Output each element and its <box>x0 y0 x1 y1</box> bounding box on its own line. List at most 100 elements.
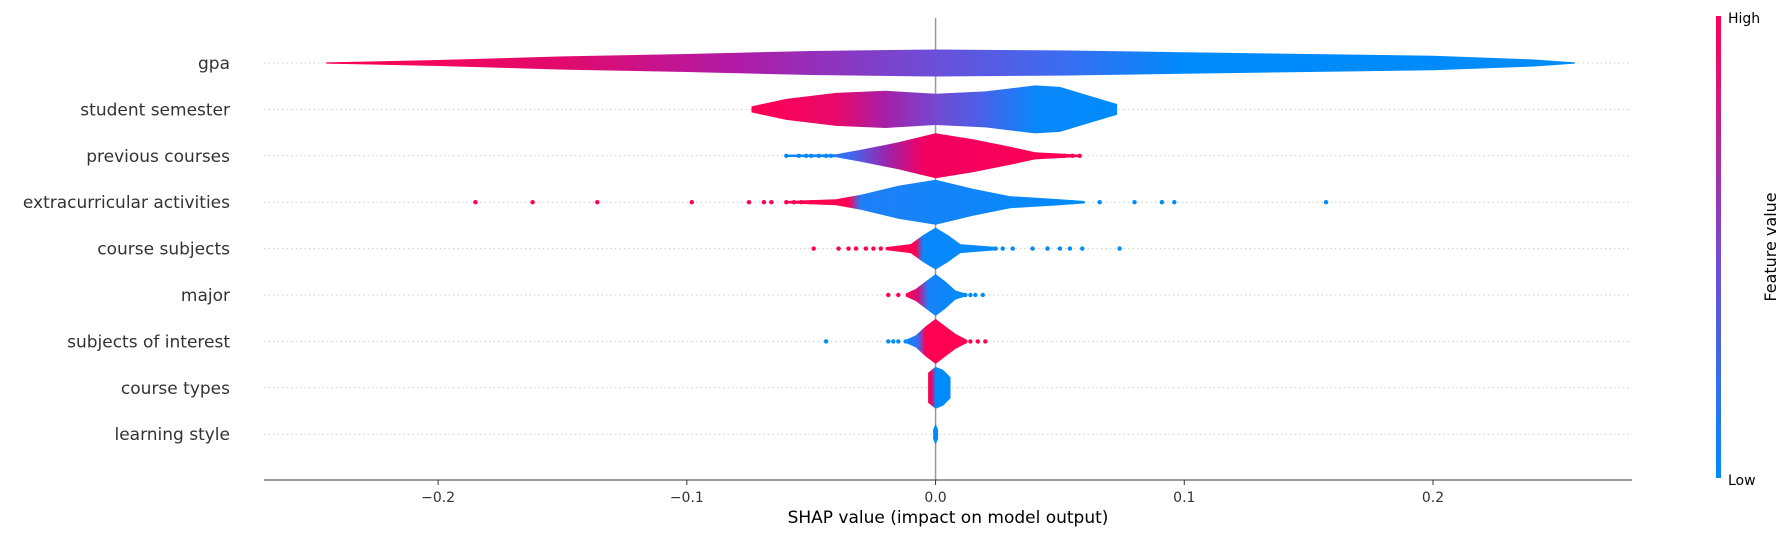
dot-subjects-of-interest-7 <box>975 339 980 344</box>
dot-extracurricular-activities-2 <box>595 200 600 205</box>
violin-gpa <box>326 49 1575 77</box>
dot-previous-courses-14 <box>1077 153 1083 158</box>
feature-label-extracurricular-activities: extracurricular activities <box>23 193 230 213</box>
dot-course-subjects-8 <box>985 246 990 251</box>
colorbar-title: Feature value <box>1761 192 1780 301</box>
dot-extracurricular-activities-22 <box>1172 200 1177 205</box>
x-tick-label-3: 0.1 <box>1173 490 1195 506</box>
x-tick-label-1: −0.1 <box>670 490 704 506</box>
dot-subjects-of-interest-0 <box>823 339 829 344</box>
dot-previous-courses-12 <box>1062 153 1068 158</box>
dot-previous-courses-0 <box>784 153 789 158</box>
dot-course-subjects-16 <box>1080 246 1085 251</box>
dot-subjects-of-interest-2 <box>891 339 896 344</box>
dot-extracurricular-activities-19 <box>1097 200 1102 205</box>
x-tick-label-2: 0.0 <box>924 490 946 506</box>
colorbar-low-label: Low <box>1728 473 1756 489</box>
violin-previous-courses <box>786 133 1080 179</box>
dot-extracurricular-activities-18 <box>1070 200 1075 205</box>
feature-label-course-subjects: course subjects <box>97 240 230 260</box>
dot-subjects-of-interest-6 <box>968 339 973 344</box>
dot-course-subjects-2 <box>846 246 851 251</box>
dot-extracurricular-activities-21 <box>1159 200 1165 205</box>
dot-course-subjects-9 <box>993 246 998 251</box>
dot-extracurricular-activities-3 <box>689 200 694 205</box>
dot-extracurricular-activities-6 <box>769 200 774 205</box>
feature-labels: gpa student semester previous courses extra… <box>23 54 230 445</box>
dot-course-subjects-7 <box>978 246 983 251</box>
dot-course-subjects-1 <box>836 246 841 251</box>
dot-course-subjects-6 <box>878 246 883 251</box>
dot-subjects-of-interest-5 <box>963 339 968 344</box>
violin-course-types <box>928 366 951 409</box>
x-tick-label-4: 0.2 <box>1422 490 1444 506</box>
dot-major-4 <box>973 292 978 298</box>
dot-previous-courses-6 <box>828 153 834 158</box>
dot-extracurricular-activities-1 <box>530 200 535 205</box>
dot-major-5 <box>980 292 985 298</box>
dot-extracurricular-activities-12 <box>826 200 831 205</box>
violin-student-semester <box>751 85 1118 134</box>
violin-learning-style <box>933 423 939 445</box>
dot-extracurricular-activities-11 <box>816 200 821 205</box>
dot-course-subjects-0 <box>811 246 816 251</box>
dot-extracurricular-activities-9 <box>799 200 804 205</box>
colorbar: High Low Feature value <box>1716 11 1780 489</box>
violin-extracurricular-activities <box>786 179 1085 225</box>
dot-extracurricular-activities-15 <box>1032 200 1038 205</box>
dot-subjects-of-interest-3 <box>896 339 901 344</box>
feature-label-major: major <box>181 286 230 306</box>
dot-previous-courses-7 <box>1027 153 1033 158</box>
feature-label-gpa: gpa <box>198 54 230 74</box>
dot-previous-courses-3 <box>809 153 814 158</box>
dot-course-subjects-12 <box>1030 246 1035 251</box>
feature-label-course-types: course types <box>121 379 230 399</box>
dot-subjects-of-interest-8 <box>983 339 988 344</box>
x-axis-label: SHAP value (impact on model output) <box>788 508 1109 528</box>
dot-extracurricular-activities-8 <box>791 200 796 205</box>
dot-course-subjects-3 <box>853 246 859 251</box>
dot-extracurricular-activities-7 <box>784 200 789 205</box>
dot-course-subjects-13 <box>1045 246 1050 251</box>
dot-previous-courses-2 <box>804 153 809 158</box>
violin-course-subjects <box>885 227 998 270</box>
dot-previous-courses-9 <box>1042 153 1048 158</box>
dot-course-subjects-14 <box>1057 246 1063 251</box>
violin-major <box>905 274 966 316</box>
x-tick-label-0: −0.2 <box>421 490 455 506</box>
dot-course-subjects-5 <box>871 246 876 251</box>
dot-previous-courses-5 <box>823 153 829 158</box>
dot-course-subjects-17 <box>1117 246 1122 251</box>
dot-extracurricular-activities-4 <box>746 200 752 205</box>
colorbar-high-label: High <box>1728 11 1760 27</box>
dot-previous-courses-4 <box>816 153 821 158</box>
dot-major-1 <box>896 292 901 298</box>
dot-extracurricular-activities-13 <box>1008 200 1013 205</box>
violins <box>326 49 1575 445</box>
feature-label-student-semester: student semester <box>80 100 230 120</box>
dot-extracurricular-activities-17 <box>1057 200 1063 205</box>
dot-major-3 <box>968 292 973 298</box>
dot-previous-courses-10 <box>1047 153 1053 158</box>
dot-extracurricular-activities-23 <box>1323 200 1329 205</box>
dot-major-0 <box>886 292 891 298</box>
outlier-dots <box>473 153 1329 344</box>
dot-extracurricular-activities-14 <box>1020 200 1025 205</box>
dot-major-2 <box>963 292 968 298</box>
dot-course-subjects-4 <box>863 246 869 251</box>
dot-extracurricular-activities-20 <box>1132 200 1137 205</box>
dot-extracurricular-activities-16 <box>1045 200 1050 205</box>
feature-label-previous-courses: previous courses <box>86 147 230 167</box>
feature-label-learning-style: learning style <box>114 425 230 445</box>
dot-subjects-of-interest-1 <box>886 339 891 344</box>
dot-previous-courses-13 <box>1070 153 1075 158</box>
dot-course-subjects-10 <box>1000 246 1005 251</box>
dot-extracurricular-activities-10 <box>809 200 814 205</box>
dot-previous-courses-11 <box>1055 153 1060 158</box>
colorbar-gradient <box>1716 16 1721 478</box>
x-axis-ticks: −0.2 −0.1 0.0 0.1 0.2 <box>421 480 1444 506</box>
violin-subjects-of-interest <box>905 318 966 364</box>
dot-extracurricular-activities-5 <box>761 200 767 205</box>
dot-subjects-of-interest-4 <box>903 339 908 344</box>
